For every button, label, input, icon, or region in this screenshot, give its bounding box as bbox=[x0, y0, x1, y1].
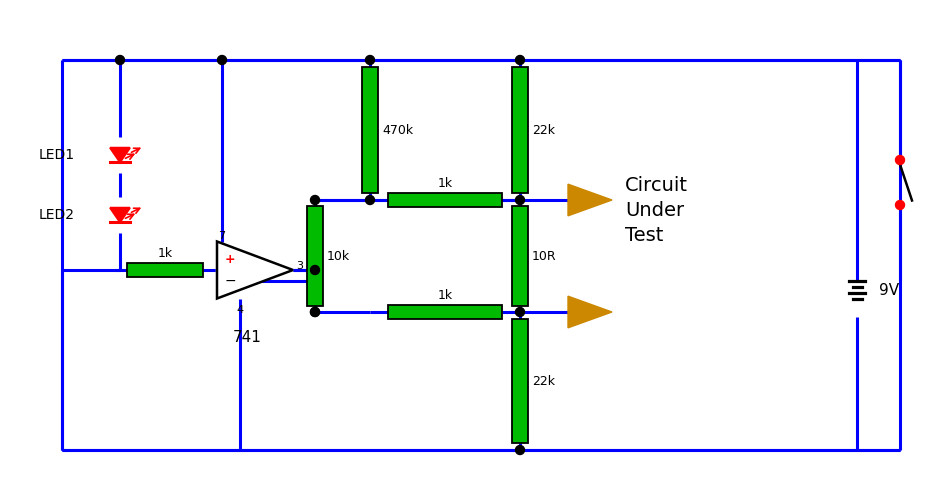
Circle shape bbox=[896, 155, 904, 165]
Bar bbox=[512, 319, 528, 443]
Text: 1k: 1k bbox=[437, 177, 453, 190]
Text: 741: 741 bbox=[233, 330, 262, 345]
Circle shape bbox=[310, 196, 320, 204]
Text: 470k: 470k bbox=[382, 123, 413, 137]
Bar bbox=[388, 305, 502, 319]
Text: 4: 4 bbox=[236, 304, 243, 315]
Circle shape bbox=[310, 308, 320, 317]
Text: −: − bbox=[225, 273, 236, 288]
Circle shape bbox=[310, 266, 320, 274]
Text: 2: 2 bbox=[222, 278, 229, 288]
Circle shape bbox=[365, 55, 375, 65]
Bar bbox=[362, 67, 378, 193]
Circle shape bbox=[116, 55, 125, 65]
Text: 7: 7 bbox=[218, 230, 226, 241]
Bar bbox=[127, 263, 203, 277]
Circle shape bbox=[896, 200, 904, 210]
Text: 22k: 22k bbox=[532, 374, 555, 388]
Circle shape bbox=[515, 55, 525, 65]
Text: Test: Test bbox=[625, 225, 664, 245]
Circle shape bbox=[217, 55, 226, 65]
Text: 10R: 10R bbox=[532, 249, 556, 263]
Text: Under: Under bbox=[625, 200, 684, 220]
Text: +: + bbox=[225, 253, 236, 266]
Polygon shape bbox=[568, 184, 612, 216]
Text: 1k: 1k bbox=[158, 247, 172, 260]
Circle shape bbox=[515, 445, 525, 455]
Text: 1k: 1k bbox=[437, 289, 453, 302]
Circle shape bbox=[515, 196, 525, 204]
Bar bbox=[388, 193, 502, 207]
Text: LED1: LED1 bbox=[39, 148, 75, 162]
Text: LED2: LED2 bbox=[39, 208, 75, 222]
Bar bbox=[512, 67, 528, 193]
Polygon shape bbox=[217, 242, 293, 298]
Text: 6: 6 bbox=[222, 248, 229, 258]
Text: 10k: 10k bbox=[327, 249, 350, 263]
Circle shape bbox=[310, 308, 320, 317]
Text: Circuit: Circuit bbox=[625, 175, 688, 195]
Polygon shape bbox=[110, 208, 130, 222]
Text: 22k: 22k bbox=[532, 123, 555, 137]
Bar bbox=[307, 206, 323, 306]
Circle shape bbox=[365, 196, 375, 204]
Bar bbox=[512, 206, 528, 306]
Circle shape bbox=[515, 308, 525, 317]
Polygon shape bbox=[110, 148, 130, 162]
Text: 3: 3 bbox=[296, 261, 303, 271]
Polygon shape bbox=[568, 296, 612, 328]
Text: 9V: 9V bbox=[879, 283, 899, 297]
